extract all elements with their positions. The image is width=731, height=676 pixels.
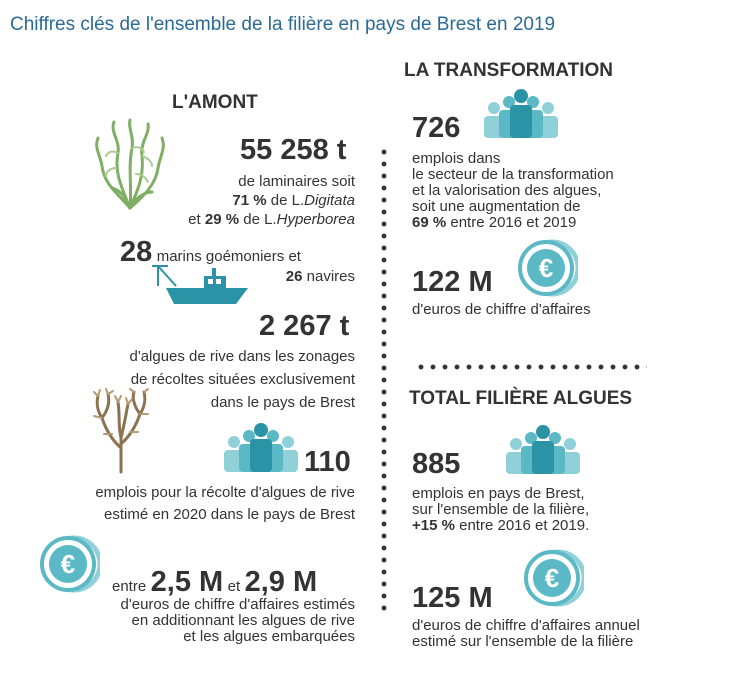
amont-heading: L'AMONT [172,92,258,113]
marins-line2: 26 navires [285,268,355,285]
svg-text:€: € [61,549,75,579]
total-heading: TOTAL FILIÈRE ALGUES [409,388,633,409]
ca-amont-line2: en additionnant les algues de rive [131,612,356,629]
ca-amont-line0: entre 2,5 M et 2,9 M [112,566,318,598]
total-ca-line1: d'euros de chiffre d'affaires annuel [412,617,640,634]
svg-text:€: € [545,563,559,593]
people-group-icon [484,89,558,138]
svg-text:€: € [539,253,553,283]
euro-coin-icon: € [524,549,584,607]
ca-amont-line3: et les algues embarquées [183,628,355,645]
laminaires-line2: 71 % de L.Digitata [232,192,355,209]
rive-line2: de récoltes situées exclusivement [130,371,355,388]
total-emplois-value: 885 [412,448,461,480]
laminaria-seaweed-icon [95,118,165,210]
total-emplois-line2: sur l'ensemble de la filière, [412,501,590,518]
fishing-boat-icon [152,265,248,304]
people-group-icon [506,425,580,474]
total-ca-line2: estimé sur l'ensemble de la filière [412,633,634,650]
rive-value: 2 267 t [259,310,350,342]
emplois-rive-line1: emplois pour la récolte d'algues de rive [95,484,355,501]
laminaires-value: 55 258 t [240,134,347,166]
total-emplois-line1: emplois en pays de Brest, [412,485,585,502]
vertical-dotted-separator [381,146,387,616]
ca-amont-line1: d'euros de chiffre d'affaires estimés [120,596,355,613]
emplois-rive-value: 110 [304,446,351,478]
total-ca-value: 125 M [412,582,493,614]
shore-seaweed-icon [93,388,149,474]
people-group-icon [224,423,298,472]
transformation-emplois-line1: emplois dans [412,150,501,167]
emplois-rive-line2: estimé en 2020 dans le pays de Brest [104,506,355,523]
total-emplois-line3: +15 % entre 2016 et 2019. [412,517,590,534]
transformation-ca-value: 122 M [412,266,493,298]
laminaires-line1: de laminaires soit [238,173,355,190]
transformation-emplois-value: 726 [412,112,461,144]
marins-line1: 28 marins goémoniers et [120,236,301,268]
transformation-emplois-line2: le secteur de la transformation [412,166,614,183]
euro-coin-icon: € [518,239,578,297]
rive-line1: d'algues de rive dans les zonages [129,348,355,365]
page-title: Chiffres clés de l'ensemble de la filièr… [10,14,556,35]
transformation-emplois-line3: et la valorisation des algues, [412,182,602,199]
horizontal-dotted-separator [415,364,647,370]
laminaires-line3: et 29 % de L.Hyperborea [188,211,355,228]
transformation-heading: LA TRANSFORMATION [404,60,613,81]
transformation-ca-line1: d'euros de chiffre d'affaires [412,301,591,318]
transformation-emplois-line4: soit une augmentation de [412,198,581,215]
euro-coin-icon: € [40,535,100,593]
transformation-emplois-line5: 69 % entre 2016 et 2019 [412,214,577,231]
rive-line3: dans le pays de Brest [210,394,355,411]
